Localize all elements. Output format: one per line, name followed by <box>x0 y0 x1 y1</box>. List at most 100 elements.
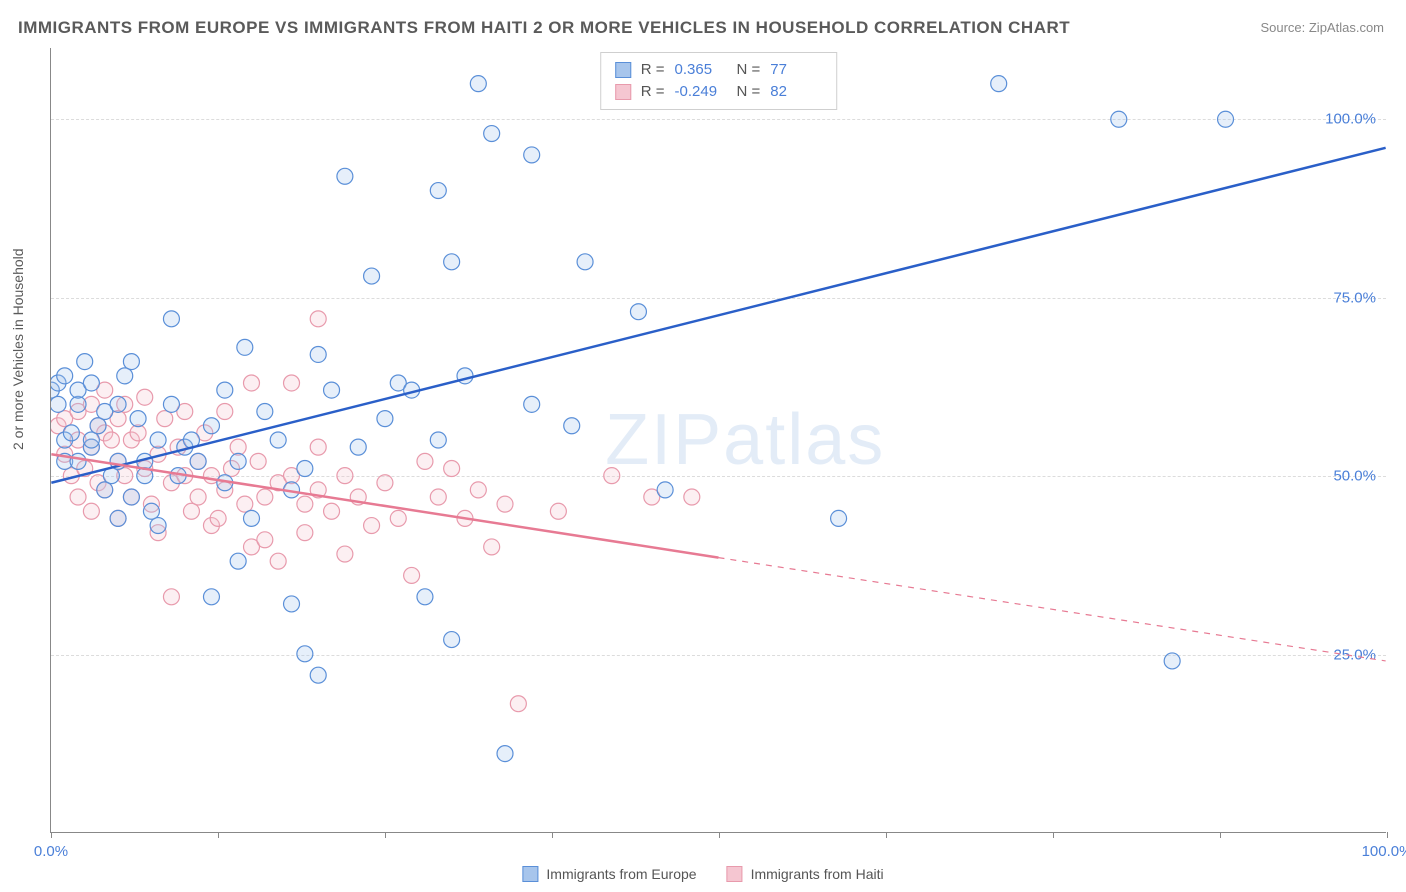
data-point <box>210 510 226 526</box>
data-point <box>310 439 326 455</box>
stats-row-series-1: R = 0.365 N = 77 <box>615 59 823 81</box>
bottom-legend: Immigrants from Europe Immigrants from H… <box>522 866 883 882</box>
data-point <box>183 503 199 519</box>
data-point <box>497 746 513 762</box>
data-point <box>230 553 246 569</box>
data-point <box>237 496 253 512</box>
data-point <box>484 126 500 142</box>
data-point <box>217 382 233 398</box>
data-point <box>190 453 206 469</box>
data-point <box>364 518 380 534</box>
data-point <box>350 439 366 455</box>
chart-title: IMMIGRANTS FROM EUROPE VS IMMIGRANTS FRO… <box>18 18 1070 38</box>
data-point <box>51 396 66 412</box>
legend-swatch-1 <box>522 866 538 882</box>
data-point <box>484 539 500 555</box>
data-point <box>297 496 313 512</box>
stats-r-value-2: -0.249 <box>675 81 727 103</box>
data-point <box>310 311 326 327</box>
data-point <box>230 453 246 469</box>
data-point <box>430 183 446 199</box>
data-point <box>250 453 266 469</box>
stats-n-value-1: 77 <box>770 59 822 81</box>
x-tick <box>886 832 887 838</box>
data-point <box>137 389 153 405</box>
data-point <box>337 168 353 184</box>
data-point <box>163 396 179 412</box>
data-point <box>444 254 460 270</box>
data-point <box>337 546 353 562</box>
data-point <box>237 339 253 355</box>
stats-r-value-1: 0.365 <box>675 59 727 81</box>
x-tick <box>218 832 219 838</box>
data-point <box>123 354 139 370</box>
data-point <box>70 489 86 505</box>
data-point <box>657 482 673 498</box>
data-point <box>90 418 106 434</box>
data-point <box>430 489 446 505</box>
x-tick <box>51 832 52 838</box>
source-attribution: Source: ZipAtlas.com <box>1260 20 1384 35</box>
stats-row-series-2: R = -0.249 N = 82 <box>615 81 823 103</box>
data-point <box>444 461 460 477</box>
data-point <box>470 76 486 92</box>
data-point <box>163 311 179 327</box>
x-tick <box>385 832 386 838</box>
stats-r-label: R = <box>641 81 665 103</box>
data-point <box>604 468 620 484</box>
data-point <box>130 411 146 427</box>
data-point <box>110 510 126 526</box>
y-axis-label: 2 or more Vehicles in Household <box>10 248 26 450</box>
data-point <box>577 254 593 270</box>
data-point <box>270 432 286 448</box>
data-point <box>524 396 540 412</box>
data-point <box>324 503 340 519</box>
data-point <box>831 510 847 526</box>
data-point <box>190 489 206 505</box>
swatch-series-1 <box>615 62 631 78</box>
data-point <box>244 510 260 526</box>
data-point <box>1164 653 1180 669</box>
data-point <box>991 76 1007 92</box>
legend-swatch-2 <box>727 866 743 882</box>
data-point <box>684 489 700 505</box>
legend-item-2: Immigrants from Haiti <box>727 866 884 882</box>
data-point <box>117 368 133 384</box>
data-point <box>550 503 566 519</box>
legend-label-1: Immigrants from Europe <box>546 866 696 882</box>
data-point <box>83 375 99 391</box>
stats-n-label: N = <box>737 81 761 103</box>
legend-item-1: Immigrants from Europe <box>522 866 696 882</box>
data-point <box>70 396 86 412</box>
data-point <box>444 632 460 648</box>
data-point <box>103 432 119 448</box>
data-point <box>83 432 99 448</box>
data-point <box>297 646 313 662</box>
data-point <box>297 525 313 541</box>
data-point <box>310 346 326 362</box>
data-point <box>324 382 340 398</box>
data-point <box>150 432 166 448</box>
data-point <box>70 453 86 469</box>
data-point <box>257 489 273 505</box>
regression-line-extrapolated <box>719 558 1386 661</box>
data-point <box>1218 111 1234 127</box>
data-point <box>310 667 326 683</box>
chart-svg <box>51 48 1386 832</box>
x-tick-label: 0.0% <box>34 843 68 860</box>
data-point <box>377 475 393 491</box>
x-tick-label: 100.0% <box>1362 843 1406 860</box>
swatch-series-2 <box>615 84 631 100</box>
x-tick <box>552 832 553 838</box>
data-point <box>364 268 380 284</box>
data-point <box>417 589 433 605</box>
data-point <box>404 567 420 583</box>
legend-label-2: Immigrants from Haiti <box>751 866 884 882</box>
data-point <box>284 375 300 391</box>
data-point <box>57 368 73 384</box>
data-point <box>230 439 246 455</box>
data-point <box>83 503 99 519</box>
data-point <box>157 411 173 427</box>
x-tick <box>1387 832 1388 838</box>
data-point <box>203 418 219 434</box>
